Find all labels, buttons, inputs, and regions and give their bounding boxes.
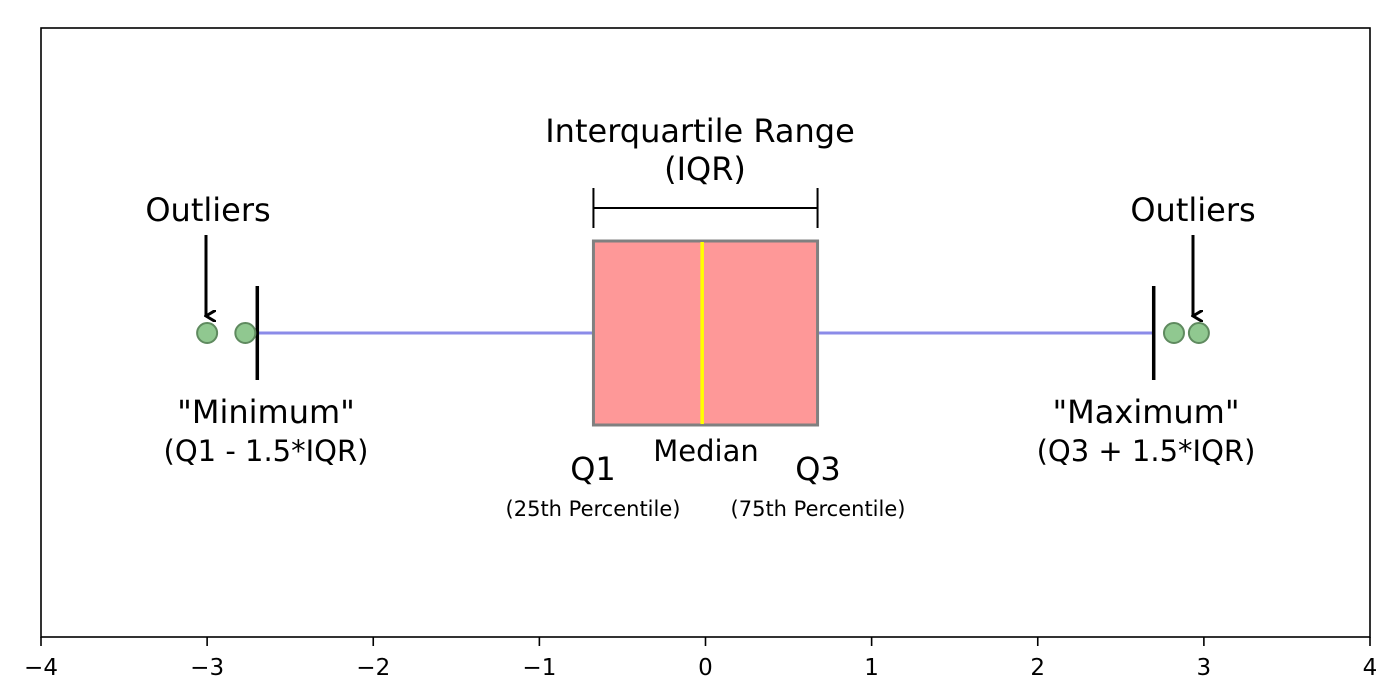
outlier-point xyxy=(1162,322,1185,344)
x-tick-label: −1 xyxy=(522,655,556,681)
iqr-subtitle: (IQR) xyxy=(664,150,746,188)
iqr-bracket xyxy=(592,188,819,228)
x-tick-label: 2 xyxy=(1030,655,1045,681)
iqr-box xyxy=(591,239,820,427)
maximum-label: "Maximum" xyxy=(1052,393,1239,431)
outlier-point xyxy=(196,322,219,344)
q1-sublabel: (25th Percentile) xyxy=(506,497,681,521)
x-tick-label: −4 xyxy=(24,655,58,681)
whisker-caps xyxy=(255,286,1156,380)
minimum-formula: (Q1 - 1.5*IQR) xyxy=(164,434,369,468)
q3-label: Q3 xyxy=(795,450,841,488)
outliers-label-left: Outliers xyxy=(145,191,270,229)
x-tick-label: −2 xyxy=(356,655,390,681)
iqr-box-group xyxy=(591,239,820,427)
maximum-formula: (Q3 + 1.5*IQR) xyxy=(1037,434,1256,468)
x-tick-label: 1 xyxy=(864,655,879,681)
outlier-point xyxy=(234,322,257,344)
x-tick-label: 3 xyxy=(1197,655,1212,681)
outlier-points xyxy=(196,322,1210,344)
iqr-title: Interquartile Range xyxy=(545,112,855,150)
x-tick-label: 4 xyxy=(1363,655,1378,681)
outliers-label-right: Outliers xyxy=(1130,191,1255,229)
q3-sublabel: (75th Percentile) xyxy=(731,497,906,521)
outlier-point xyxy=(1187,322,1210,344)
minimum-label: "Minimum" xyxy=(177,393,355,431)
median-label: Median xyxy=(653,434,758,468)
x-tick-label: 0 xyxy=(698,655,713,681)
x-tick-label: −3 xyxy=(190,655,224,681)
x-axis: −4 −3 −2 −1 0 1 2 3 4 xyxy=(24,637,1377,681)
q1-label: Q1 xyxy=(570,450,616,488)
